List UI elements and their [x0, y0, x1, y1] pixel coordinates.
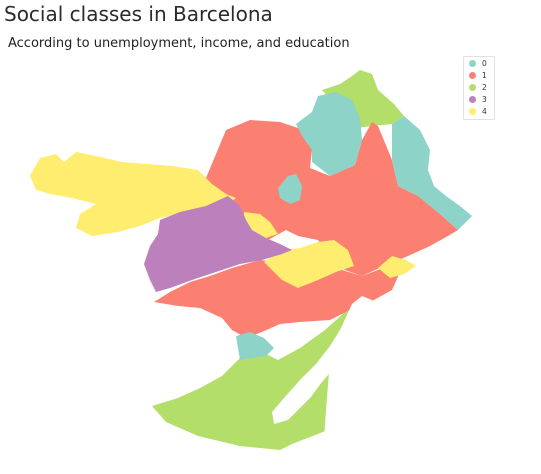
map-subtitle: According to unemployment, income, and e… — [8, 36, 350, 51]
port-water — [272, 296, 376, 424]
legend-swatch-3 — [469, 96, 476, 103]
map-title: Social classes in Barcelona — [4, 2, 273, 26]
legend-swatch-4 — [469, 108, 476, 115]
district-class-4-mid-small[interactable] — [244, 212, 278, 238]
port-channel — [324, 352, 342, 444]
district-class-2-south[interactable] — [152, 290, 366, 450]
district-class-0-south[interactable] — [236, 332, 274, 360]
district-class-0-east[interactable] — [392, 116, 472, 230]
district-class-4-east[interactable] — [378, 256, 416, 278]
legend-item-0[interactable]: 0 — [469, 58, 487, 69]
map-legend: 0 1 2 3 4 — [463, 56, 495, 120]
legend-label-3: 3 — [482, 95, 487, 104]
district-class-0-north[interactable] — [296, 92, 362, 176]
district-class-0-center[interactable] — [278, 174, 302, 204]
district-class-2-north[interactable] — [322, 70, 404, 128]
district-class-4-west[interactable] — [30, 152, 236, 236]
legend-label-2: 2 — [482, 83, 487, 92]
legend-item-4[interactable]: 4 — [469, 106, 487, 117]
legend-swatch-0 — [469, 60, 476, 67]
legend-label-4: 4 — [482, 107, 487, 116]
legend-item-3[interactable]: 3 — [469, 94, 487, 105]
district-class-3[interactable] — [144, 196, 292, 292]
legend-swatch-2 — [469, 84, 476, 91]
legend-label-1: 1 — [482, 71, 487, 80]
legend-label-0: 0 — [482, 59, 487, 68]
legend-item-2[interactable]: 2 — [469, 82, 487, 93]
legend-item-1[interactable]: 1 — [469, 70, 487, 81]
district-class-1-south[interactable] — [154, 260, 400, 338]
legend-swatch-1 — [469, 72, 476, 79]
